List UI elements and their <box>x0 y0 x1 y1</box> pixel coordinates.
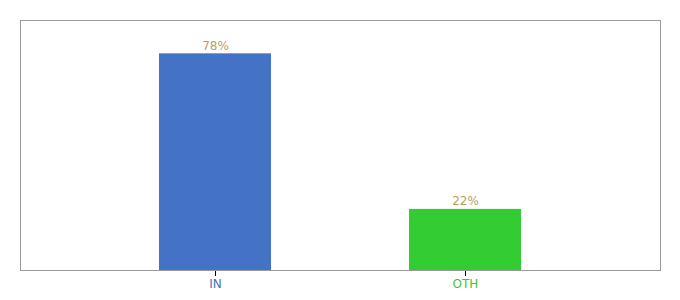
svg-text:OTH: OTH <box>453 277 479 291</box>
svg-text:78%: 78% <box>202 39 229 53</box>
svg-text:IN: IN <box>209 277 222 291</box>
svg-text:22%: 22% <box>452 194 479 208</box>
